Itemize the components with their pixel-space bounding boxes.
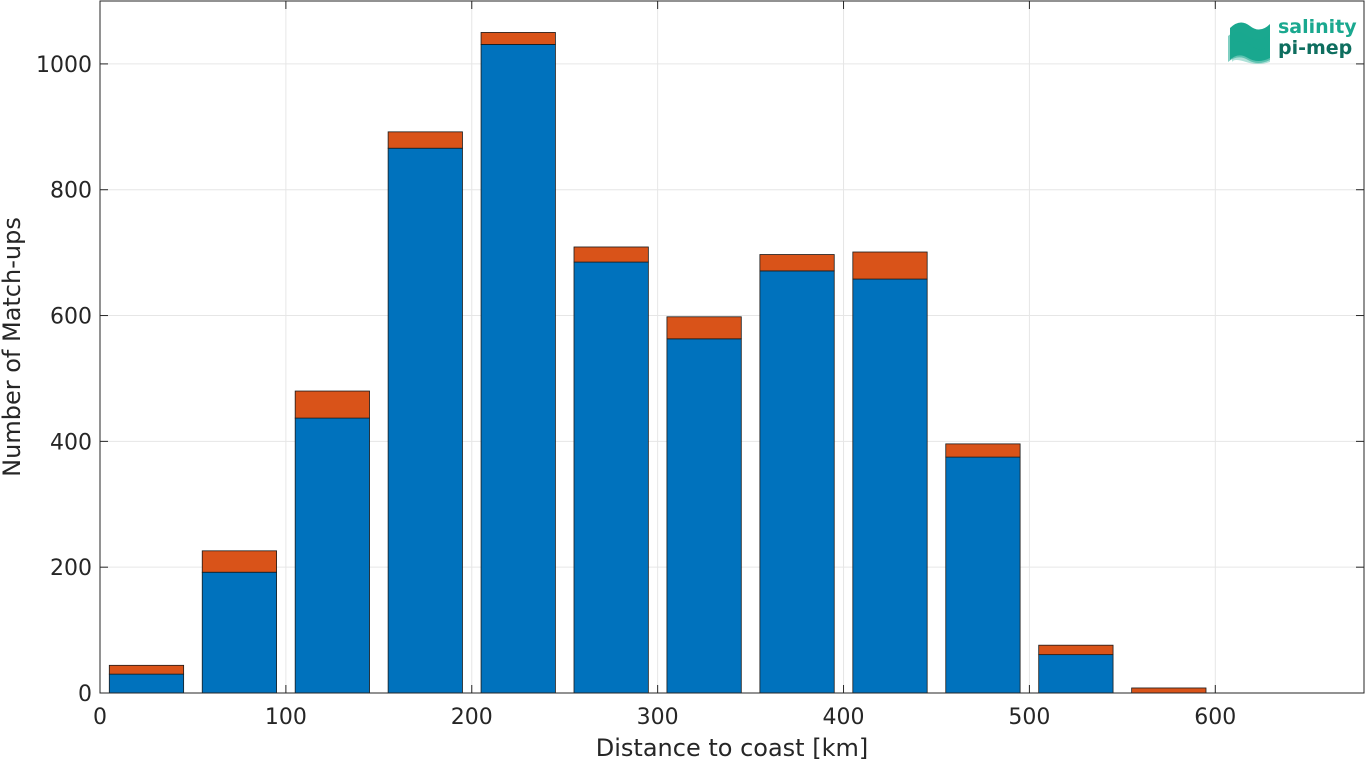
bar-series-1 xyxy=(387,147,463,694)
y-tick-label: 1000 xyxy=(36,53,92,78)
y-tick-label: 800 xyxy=(50,179,92,204)
x-tick-label: 200 xyxy=(451,705,493,730)
x-tick-label: 500 xyxy=(1008,705,1050,730)
bar-series-1 xyxy=(201,571,277,694)
bar-series-2 xyxy=(1131,687,1207,694)
bar-series-2 xyxy=(573,246,649,263)
x-tick-label: 400 xyxy=(823,705,865,730)
bar-series-1 xyxy=(573,261,649,694)
y-axis-label: Number of Match-ups xyxy=(0,217,26,477)
bar-series-2 xyxy=(201,550,277,573)
bar-series-1 xyxy=(108,673,185,694)
y-tick-labels: 0 200 400 600 800 1000 xyxy=(36,53,92,707)
y-tick-label: 400 xyxy=(50,430,92,455)
bar-series-2 xyxy=(1038,644,1114,656)
bar-series-1 xyxy=(666,338,742,694)
x-axis-label: Distance to coast [km] xyxy=(596,734,868,761)
bar-series-1 xyxy=(294,417,370,694)
wave-icon xyxy=(1228,22,1270,64)
bar-series-2 xyxy=(852,251,928,280)
y-tick-label: 0 xyxy=(78,682,92,707)
axes xyxy=(99,0,1365,694)
bar-series-1 xyxy=(852,278,928,694)
bar-series-2 xyxy=(666,316,742,340)
logo-line1: salinity xyxy=(1278,16,1357,38)
x-tick-labels: 0 100 200 300 400 500 600 xyxy=(93,705,1236,730)
logo-line2: pi-mep xyxy=(1278,37,1352,59)
bar-series-1 xyxy=(1038,654,1114,694)
bar-series-2 xyxy=(759,254,835,272)
bar-series-2 xyxy=(480,32,556,45)
y-tick-label: 600 xyxy=(50,305,92,330)
bar-series-2 xyxy=(294,390,370,419)
bar-series-2 xyxy=(945,443,1021,458)
x-tick-label: 100 xyxy=(265,705,307,730)
x-tick-label: 600 xyxy=(1194,705,1236,730)
bar-series-1 xyxy=(945,456,1021,694)
bar-series-1 xyxy=(480,44,556,694)
bar-series-2 xyxy=(387,131,463,149)
bar-series-2 xyxy=(108,664,185,675)
bars xyxy=(108,32,1207,694)
salinity-pi-mep-logo: salinity pi-mep xyxy=(1228,16,1357,64)
x-tick-label: 0 xyxy=(93,705,107,730)
bar-series-1 xyxy=(759,270,835,694)
y-tick-label: 200 xyxy=(50,556,92,581)
x-tick-label: 300 xyxy=(637,705,679,730)
plot-frame xyxy=(99,0,1365,694)
